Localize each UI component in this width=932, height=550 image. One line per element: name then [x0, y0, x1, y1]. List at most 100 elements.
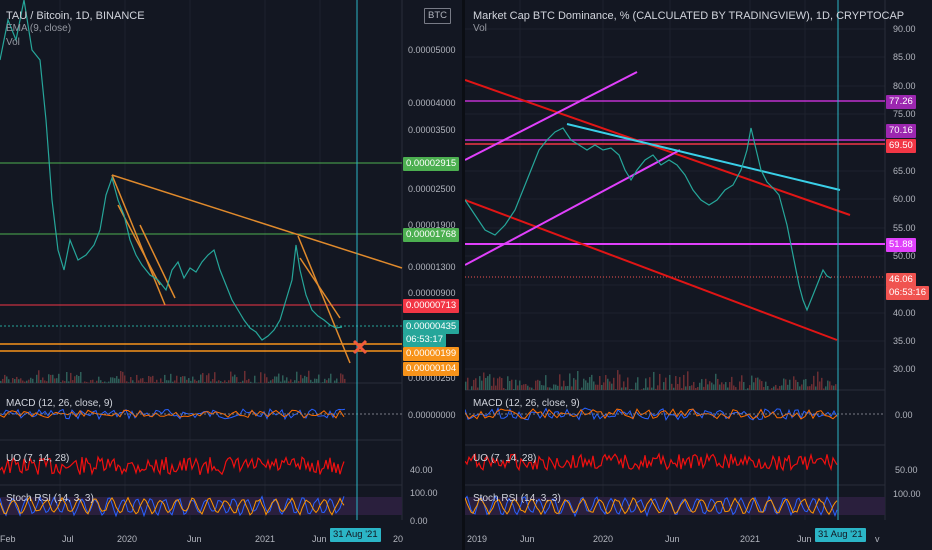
y-tick: 60.00 [893, 194, 916, 204]
volume-bar [62, 380, 64, 383]
x-label: v [875, 534, 880, 544]
volume-bar [803, 379, 805, 390]
y-tick: 50.00 [893, 251, 916, 261]
y-tick: 0.00003500 [408, 125, 456, 135]
macd-tick: 0.00000000 [408, 410, 456, 420]
right-vol-label[interactable]: Vol [473, 23, 487, 34]
trendline-red-upper[interactable] [465, 79, 851, 216]
volume-bar [675, 376, 677, 390]
volume-bar [246, 380, 248, 383]
stoch-label[interactable]: Stoch RSI (14, 3, 3) [6, 493, 94, 504]
volume-bar [561, 386, 563, 390]
volume-bar [735, 387, 737, 390]
volume-bar [4, 374, 6, 383]
volume-bar [190, 380, 192, 383]
volume-bar [260, 372, 262, 383]
uo-label[interactable]: UO (7, 14, 28) [6, 453, 70, 464]
price-series-line [465, 127, 832, 312]
volume-bar [156, 379, 158, 383]
volume-bar [525, 384, 527, 390]
volume-bar [747, 388, 749, 390]
volume-bar [304, 375, 306, 383]
right-chart-panel[interactable]: 90.00 85.00 80.00 75.00 65.00 60.00 55.0… [465, 0, 932, 550]
volume-bar [264, 373, 266, 383]
volume-bar [825, 386, 827, 390]
volume-bar [56, 378, 58, 383]
uo-label[interactable]: UO (7, 14, 28) [473, 453, 537, 464]
volume-bar [691, 385, 693, 390]
left-ema-label[interactable]: EMA (9, close) [6, 23, 72, 34]
volume-bar [721, 382, 723, 390]
volume-bar [36, 374, 38, 383]
btc-currency-badge[interactable]: BTC [424, 8, 451, 24]
stoch-label[interactable]: Stoch RSI (14, 3, 3) [473, 493, 561, 504]
volume-bar [579, 389, 581, 390]
volume-bar [629, 389, 631, 390]
macd-label[interactable]: MACD (12, 26, close, 9) [473, 398, 580, 409]
volume-bar [170, 373, 172, 383]
volume-bar [669, 374, 671, 390]
volume-bar [767, 386, 769, 390]
volume-bar [68, 381, 70, 383]
left-chart-canvas[interactable]: 0.00005000 0.00004000 0.00003500 0.00002… [0, 0, 463, 550]
trendline-cyan[interactable] [566, 123, 841, 191]
volume-bar [236, 377, 238, 383]
volume-bar [142, 378, 144, 383]
volume-bar [733, 385, 735, 390]
volume-bar [90, 380, 92, 383]
volume-bar [765, 381, 767, 390]
volume-bar [196, 381, 198, 383]
volume-bar [649, 377, 651, 390]
volume-bar [835, 384, 837, 390]
trendline-magenta-upper[interactable] [465, 71, 638, 161]
volume-bar [248, 378, 250, 383]
left-vol-label[interactable]: Vol [6, 37, 20, 48]
volume-bar [154, 381, 156, 383]
volume-bar [833, 385, 835, 390]
volume-bar [607, 378, 609, 390]
volume-bar [475, 378, 477, 390]
volume-bar [559, 374, 561, 390]
volume-bar [180, 376, 182, 383]
volume-bar [172, 381, 174, 383]
right-legend[interactable]: Market Cap BTC Dominance, % (CALCULATED … [473, 10, 904, 36]
trendline-red-lower[interactable] [465, 199, 838, 341]
volume-bar [316, 378, 318, 383]
trendline-drawings[interactable] [111, 174, 403, 364]
macd-signal-line [0, 409, 345, 419]
y-tick: 30.00 [893, 364, 916, 374]
volume-bar [643, 388, 645, 390]
volume-bar [234, 374, 236, 383]
volume-bar [823, 388, 825, 390]
volume-bar [653, 371, 655, 390]
volume-bar [683, 374, 685, 390]
volume-bar [278, 373, 280, 383]
panel-divider [462, 0, 465, 550]
trendline-magenta-lower[interactable] [465, 149, 681, 266]
volume-bar [665, 377, 667, 390]
volume-bar [717, 378, 719, 390]
volume-bar [589, 377, 591, 390]
volume-bar [342, 374, 344, 383]
volume-bar [240, 381, 242, 383]
left-chart-panel[interactable]: 0.00005000 0.00004000 0.00003500 0.00002… [0, 0, 463, 550]
volume-bar [551, 388, 553, 390]
volume-bar [192, 376, 194, 383]
volume-bar [567, 385, 569, 390]
volume-bar [184, 376, 186, 383]
volume-bar [703, 386, 705, 390]
volume-bar [621, 387, 623, 390]
volume-bar [72, 380, 74, 383]
volume-bar [230, 371, 232, 383]
left-symbol-title[interactable]: TAU / Bitcoin, 1D, BINANCE [6, 10, 145, 22]
left-legend[interactable]: TAU / Bitcoin, 1D, BINANCE EMA (9, close… [6, 10, 145, 50]
right-chart-canvas[interactable]: 90.00 85.00 80.00 75.00 65.00 60.00 55.0… [465, 0, 932, 550]
volume-bar [166, 380, 168, 383]
y-tick: 0.00000250 [408, 373, 456, 383]
volume-bar [467, 377, 469, 390]
volume-bar [829, 381, 831, 390]
volume-bar [212, 379, 214, 383]
right-symbol-title[interactable]: Market Cap BTC Dominance, % (CALCULATED … [473, 10, 905, 22]
macd-label[interactable]: MACD (12, 26, close, 9) [6, 398, 113, 409]
volume-bar [583, 378, 585, 390]
